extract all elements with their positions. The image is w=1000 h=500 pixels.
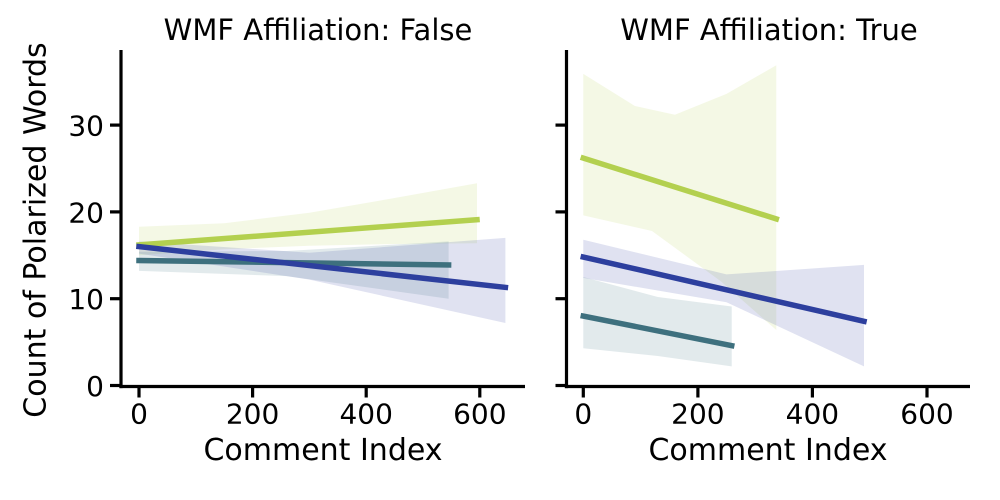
x-tick-label: 0 xyxy=(130,398,148,431)
series-teal-regression-line xyxy=(580,312,735,349)
x-tick-label: 200 xyxy=(671,398,724,431)
series-yellowgreen-regression-line xyxy=(579,154,780,223)
y-tick-label: 20 xyxy=(68,196,104,229)
series-yellowgreen-ci-band xyxy=(583,65,777,330)
y-axis-label: Count of Polarized Words xyxy=(18,42,54,418)
series-yellowgreen-regression-line xyxy=(136,216,480,248)
y-tick-label: 10 xyxy=(68,283,104,316)
y-tick-label: 30 xyxy=(68,110,104,143)
x-axis-label-right: Comment Index xyxy=(648,433,888,468)
x-tick-label: 0 xyxy=(574,398,592,431)
facet-title-true: WMF Affiliation: True xyxy=(620,13,918,47)
axes-spines-0 xyxy=(110,50,525,398)
facet-panel-1: 0 200 400 600 xyxy=(555,50,970,431)
series-teal-ci-band xyxy=(583,277,732,367)
series-blue-regression-line xyxy=(135,243,509,291)
x-axis-label-left: Comment Index xyxy=(203,433,443,468)
y-tick-label: 0 xyxy=(86,370,104,403)
x-tick-label: 200 xyxy=(226,398,279,431)
series-blue-regression-line xyxy=(580,253,868,325)
x-tick-label: 400 xyxy=(786,398,839,431)
axes-spines-1 xyxy=(555,50,970,398)
x-tick-label: 600 xyxy=(900,398,953,431)
facet-panel-0: 0 10 20 30 0 200 400 600 xyxy=(68,50,525,431)
facet-title-false: WMF Affiliation: False xyxy=(163,13,473,47)
x-tick-label: 600 xyxy=(453,398,506,431)
x-tick-label: 400 xyxy=(339,398,392,431)
